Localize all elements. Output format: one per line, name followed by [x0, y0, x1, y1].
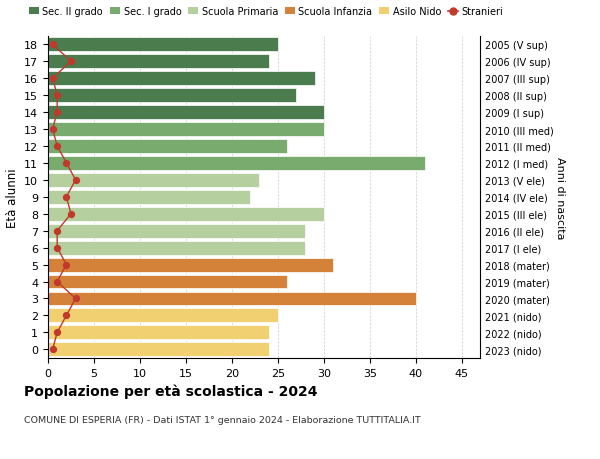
- Point: [52, 245, 62, 252]
- Bar: [48, 55, 269, 69]
- Point: [48, 41, 58, 49]
- Point: [52, 143, 62, 150]
- Point: [48, 346, 58, 353]
- Point: [48, 126, 58, 134]
- Point: [71, 295, 80, 302]
- Point: [62, 160, 71, 167]
- Bar: [48, 342, 269, 357]
- Bar: [48, 309, 278, 323]
- Point: [71, 177, 80, 184]
- Point: [62, 261, 71, 269]
- Text: Popolazione per età scolastica - 2024: Popolazione per età scolastica - 2024: [24, 383, 317, 398]
- Point: [66, 58, 76, 66]
- Point: [48, 75, 58, 83]
- Bar: [48, 157, 425, 170]
- Y-axis label: Anni di nascita: Anni di nascita: [555, 156, 565, 239]
- Bar: [48, 258, 333, 272]
- Bar: [48, 72, 314, 86]
- Bar: [48, 224, 305, 238]
- Bar: [48, 38, 278, 52]
- Bar: [48, 140, 287, 154]
- Bar: [48, 326, 269, 340]
- Bar: [48, 123, 324, 137]
- Point: [62, 312, 71, 319]
- Point: [52, 109, 62, 117]
- Point: [52, 228, 62, 235]
- Bar: [48, 241, 305, 255]
- Text: COMUNE DI ESPERIA (FR) - Dati ISTAT 1° gennaio 2024 - Elaborazione TUTTITALIA.IT: COMUNE DI ESPERIA (FR) - Dati ISTAT 1° g…: [24, 415, 421, 425]
- Legend: Sec. II grado, Sec. I grado, Scuola Primaria, Scuola Infanzia, Asilo Nido, Stran: Sec. II grado, Sec. I grado, Scuola Prim…: [29, 7, 503, 17]
- Point: [52, 329, 62, 336]
- Bar: [48, 275, 287, 289]
- Point: [52, 92, 62, 100]
- Y-axis label: Età alunni: Età alunni: [5, 168, 19, 227]
- Bar: [48, 207, 324, 221]
- Point: [66, 211, 76, 218]
- Point: [62, 194, 71, 201]
- Bar: [48, 89, 296, 103]
- Bar: [48, 106, 324, 120]
- Point: [52, 278, 62, 285]
- Bar: [48, 174, 259, 187]
- Bar: [48, 292, 416, 306]
- Bar: [48, 190, 250, 204]
